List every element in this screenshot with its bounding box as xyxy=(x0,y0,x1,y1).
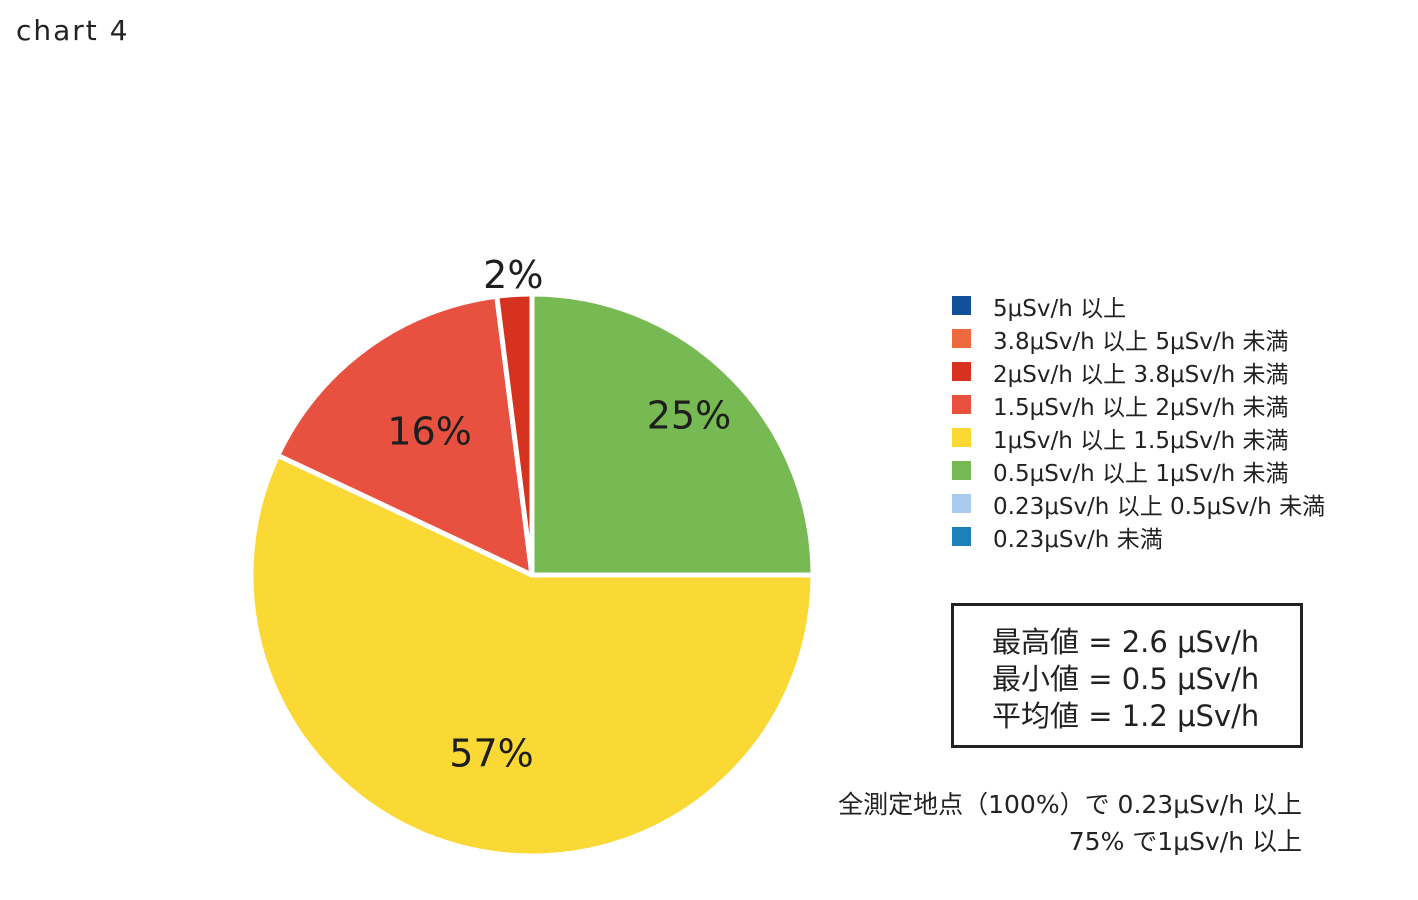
legend-item: 0.5μSv/h 以上 1μSv/h 未満 xyxy=(952,454,1325,487)
summary-line-2: 75% で1μSv/h 以上 xyxy=(1068,827,1302,856)
legend-swatch xyxy=(952,296,971,315)
legend-item: 2μSv/h 以上 3.8μSv/h 未満 xyxy=(952,355,1325,388)
legend-label: 3.8μSv/h 以上 5μSv/h 未満 xyxy=(993,328,1289,355)
pie-labels: 25% 57% 16% 2% xyxy=(387,253,731,775)
legend-label: 2μSv/h 以上 3.8μSv/h 未満 xyxy=(993,361,1289,388)
legend-item: 0.23μSv/h 以上 0.5μSv/h 未満 xyxy=(952,487,1325,520)
legend-item: 1μSv/h 以上 1.5μSv/h 未満 xyxy=(952,421,1325,454)
stats-box: 最高値 = 2.6 μSv/h 最小値 = 0.5 μSv/h 平均値 = 1.… xyxy=(951,603,1303,748)
legend-label: 0.23μSv/h 以上 0.5μSv/h 未満 xyxy=(993,493,1326,520)
legend-swatch xyxy=(952,494,971,513)
legend-swatch xyxy=(952,527,971,546)
legend-swatch xyxy=(952,362,971,381)
chart-title: chart 4 xyxy=(16,14,130,47)
pie-slice xyxy=(529,291,816,578)
legend: 5μSv/h 以上 3.8μSv/h 以上 5μSv/h 未満 2μSv/h 以上 … xyxy=(952,289,1325,553)
legend-label: 1μSv/h 以上 1.5μSv/h 未満 xyxy=(993,427,1289,454)
legend-label: 1.5μSv/h 以上 2μSv/h 未満 xyxy=(993,394,1289,421)
legend-swatch xyxy=(952,329,971,348)
pie-slices xyxy=(248,291,816,859)
summary-note: 全測定地点（100%）で 0.23μSv/h 以上 75% で1μSv/h 以上 xyxy=(838,786,1302,860)
pie-percent-label: 16% xyxy=(387,410,471,454)
legend-label: 0.5μSv/h 以上 1μSv/h 未満 xyxy=(993,460,1289,487)
pie-percent-label: 25% xyxy=(647,394,731,438)
pie-slice xyxy=(248,452,816,859)
pie-slice xyxy=(494,291,535,578)
legend-swatch xyxy=(952,428,971,447)
legend-label: 0.23μSv/h 未満 xyxy=(993,526,1163,553)
summary-line-1: 全測定地点（100%）で 0.23μSv/h 以上 xyxy=(838,790,1302,819)
legend-swatch xyxy=(952,461,971,480)
stats-avg: 平均値 = 1.2 μSv/h xyxy=(992,699,1260,733)
stats-max: 最高値 = 2.6 μSv/h xyxy=(992,625,1260,659)
pie-percent-label: 2% xyxy=(483,253,543,297)
legend-item: 5μSv/h 以上 xyxy=(952,289,1325,322)
legend-swatch xyxy=(952,395,971,414)
legend-item: 3.8μSv/h 以上 5μSv/h 未満 xyxy=(952,322,1325,355)
legend-item: 1.5μSv/h 以上 2μSv/h 未満 xyxy=(952,388,1325,421)
legend-label: 5μSv/h 以上 xyxy=(993,295,1127,322)
legend-item: 0.23μSv/h 未満 xyxy=(952,520,1325,553)
pie-slice xyxy=(275,293,535,578)
stats-min: 最小値 = 0.5 μSv/h xyxy=(992,662,1260,696)
pie-percent-label: 57% xyxy=(449,731,533,775)
